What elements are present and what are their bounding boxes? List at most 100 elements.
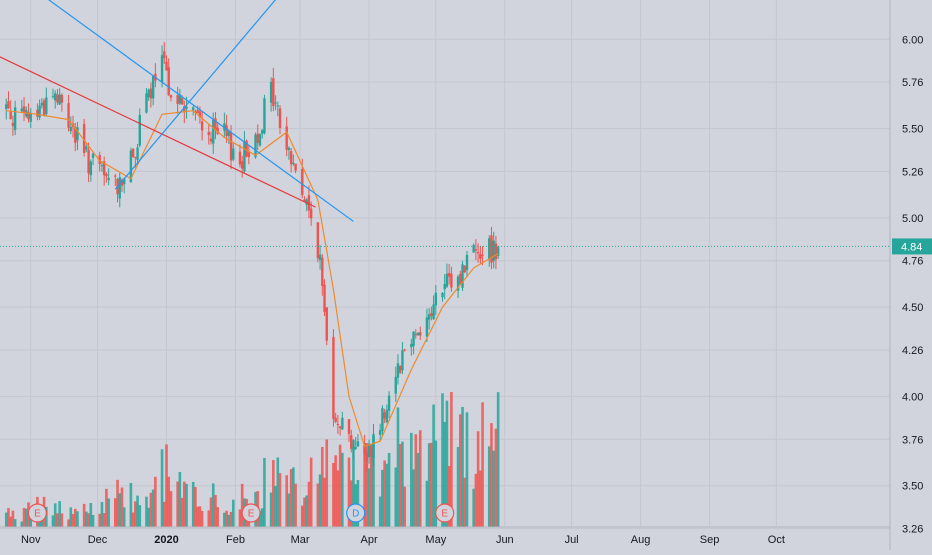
candle-body xyxy=(118,177,121,199)
volume-bar xyxy=(425,480,429,527)
volume-bar xyxy=(287,493,291,527)
candle-body xyxy=(160,55,164,83)
volume-bar xyxy=(214,495,217,527)
candle-body xyxy=(278,108,282,128)
candle-body xyxy=(51,95,55,97)
volume-bar xyxy=(118,493,122,527)
candle-body xyxy=(387,395,391,411)
candle-body xyxy=(134,157,137,159)
candle-body xyxy=(305,199,308,205)
volume-bar xyxy=(87,513,90,527)
candle-body xyxy=(54,93,57,101)
earnings-marker-label: E xyxy=(248,509,255,520)
candle-body xyxy=(285,126,288,150)
volume-bar xyxy=(445,400,449,527)
candle-body xyxy=(45,97,48,115)
candle-body xyxy=(445,273,449,287)
candle-body xyxy=(414,334,417,336)
candle-body xyxy=(20,108,24,112)
candle-body xyxy=(69,126,72,132)
trendlines xyxy=(0,0,890,247)
time-tick-label: Feb xyxy=(226,534,245,546)
candle-body xyxy=(494,243,498,260)
volume-bar xyxy=(53,503,57,527)
candle-body xyxy=(200,121,204,131)
candle-body xyxy=(372,433,375,458)
price-tick-label: 4.76 xyxy=(902,256,923,268)
candle-body xyxy=(29,112,32,122)
candle-body xyxy=(307,195,311,211)
candle-body xyxy=(430,313,433,317)
candle-body xyxy=(287,147,291,151)
candle-body xyxy=(456,276,460,291)
candle-body xyxy=(363,443,366,455)
volume-bar xyxy=(398,443,402,527)
candle-body xyxy=(450,273,453,288)
volume-bar xyxy=(292,467,295,527)
volume-bar xyxy=(396,407,400,527)
candle-body xyxy=(394,376,397,394)
candle-body xyxy=(76,127,79,141)
candle-body xyxy=(350,435,353,449)
volume-bar xyxy=(383,460,386,527)
volume-bar xyxy=(459,414,462,527)
candle-body xyxy=(410,343,413,348)
candle-body xyxy=(416,332,420,336)
candle-body xyxy=(334,417,337,422)
candle-body xyxy=(492,240,495,261)
candle-body xyxy=(40,103,44,106)
candle-body xyxy=(479,254,482,259)
grid xyxy=(0,0,890,530)
volume-bar xyxy=(363,445,366,527)
candle-body xyxy=(292,162,295,164)
candle-body xyxy=(176,95,179,104)
candle-body xyxy=(465,255,469,271)
volume-bar xyxy=(394,467,398,527)
volume-bar xyxy=(67,519,70,527)
volume-bar xyxy=(356,480,360,527)
candle-body xyxy=(381,408,384,431)
candle-body xyxy=(169,95,173,98)
volume-bars xyxy=(4,392,500,527)
volume-bar xyxy=(432,404,435,527)
volume-bar xyxy=(416,452,420,527)
price-tick-label: 5.50 xyxy=(902,124,923,136)
volume-bar xyxy=(20,521,24,527)
volume-bar xyxy=(69,507,73,527)
candle-body xyxy=(56,94,59,103)
candle-body xyxy=(443,284,446,290)
volume-bar xyxy=(76,511,79,527)
volume-bar xyxy=(85,511,88,527)
candle-body xyxy=(198,111,202,118)
volume-bar xyxy=(100,502,104,527)
volume-bar xyxy=(323,477,326,527)
candle-body xyxy=(352,447,355,451)
price-tick-label: 3.76 xyxy=(902,434,923,446)
volume-bar xyxy=(278,473,282,527)
volume-bar xyxy=(45,506,48,527)
candle-body xyxy=(98,155,101,164)
volume-bar xyxy=(365,443,369,527)
volume-bar xyxy=(91,515,95,527)
volume-bar xyxy=(98,513,102,527)
volume-bar xyxy=(303,497,306,527)
price-tick-label: 4.00 xyxy=(902,391,923,403)
volume-bar xyxy=(154,476,157,527)
candle-body xyxy=(336,424,340,426)
volume-bar xyxy=(269,492,273,527)
candle-body xyxy=(229,132,233,161)
candle-body xyxy=(496,246,500,256)
candle-body xyxy=(74,127,77,143)
candle-body xyxy=(461,264,464,288)
volume-bar xyxy=(300,505,304,527)
candle-body xyxy=(401,350,404,371)
volume-bar xyxy=(461,406,464,527)
volume-bar xyxy=(285,475,288,527)
candle-body xyxy=(303,199,306,202)
volume-bar xyxy=(474,473,478,527)
volume-bar xyxy=(183,481,186,527)
candle-body xyxy=(481,254,484,256)
volume-bar xyxy=(369,443,373,527)
candle-body xyxy=(378,430,382,435)
candle-body xyxy=(365,453,369,462)
